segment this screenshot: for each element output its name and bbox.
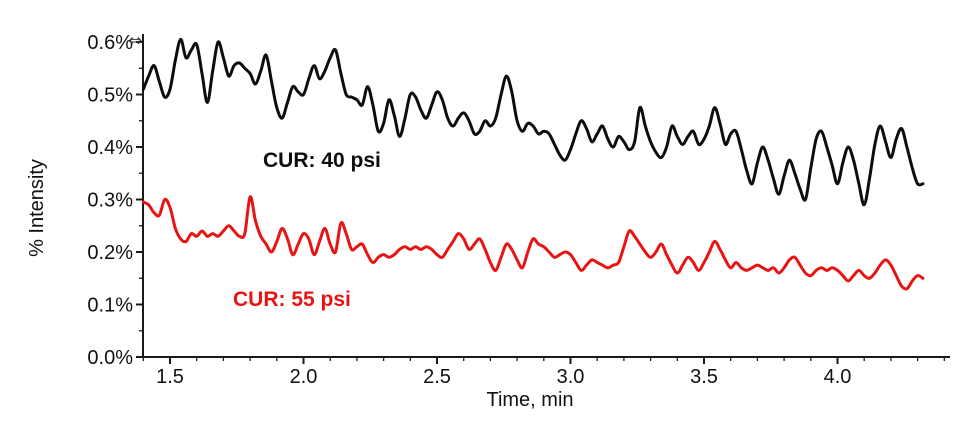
y-tick-label: 0.2%	[87, 242, 133, 264]
annotation-cur-40-psi: CUR: 40 psi	[263, 149, 381, 172]
y-tick-label: 0.5%	[87, 85, 133, 107]
axis-range-arrow-icon: ⇔	[128, 31, 143, 51]
annotation-cur-55-psi: CUR: 55 psi	[233, 288, 351, 311]
x-axis-title: Time, min	[486, 389, 574, 411]
x-tick-label: 3.5	[690, 366, 718, 388]
x-tick-label: 1.5	[156, 366, 184, 388]
x-tick-label: 2.5	[423, 366, 451, 388]
y-tick-label: 0.0%	[87, 347, 133, 369]
x-tick-label: 4.0	[824, 366, 852, 388]
series-path-cur-55-psi	[141, 195, 925, 291]
y-tick-label: 0.1%	[87, 295, 133, 317]
y-tick-label: 0.3%	[87, 190, 133, 212]
y-tick-label: 0.6%	[87, 32, 133, 54]
series-path-cur-40-psi	[141, 37, 925, 207]
y-axis-title: % Intensity	[26, 159, 48, 257]
x-tick-label: 3.0	[557, 366, 585, 388]
x-tick-label: 2.0	[290, 366, 318, 388]
y-tick-label: 0.4%	[87, 137, 133, 159]
